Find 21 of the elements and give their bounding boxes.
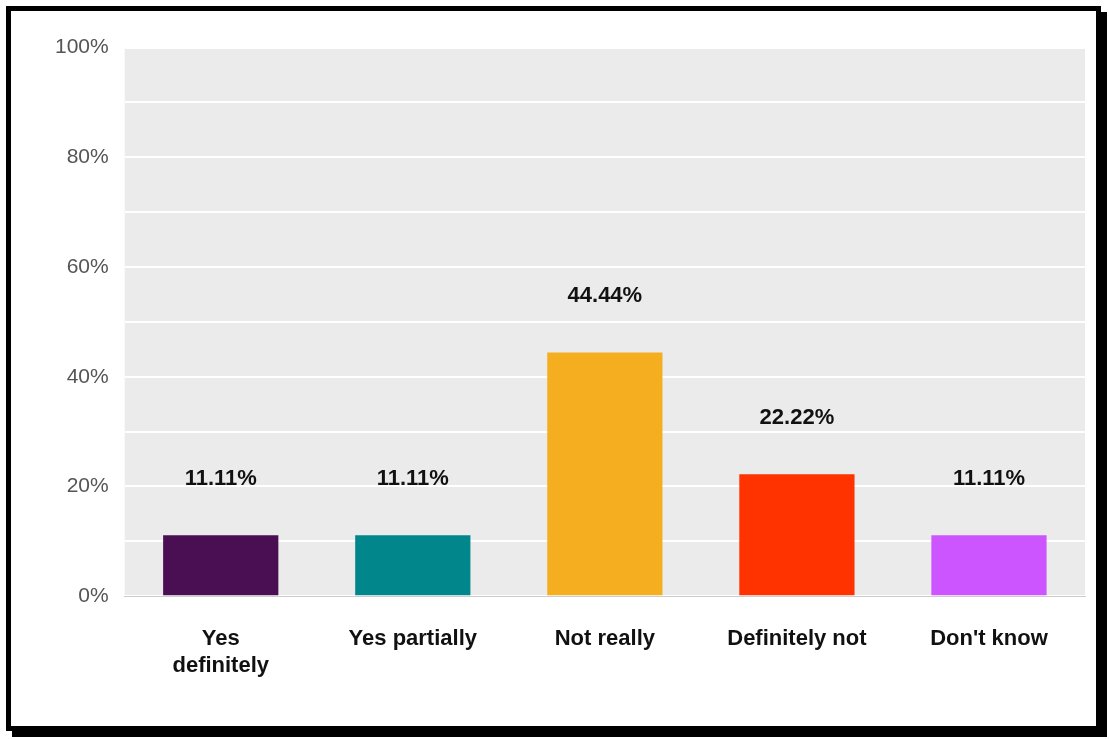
x-tick-label: Don't know bbox=[930, 625, 1049, 651]
bar bbox=[547, 352, 663, 596]
y-tick-label: 0% bbox=[78, 583, 109, 606]
y-tick-label: 20% bbox=[66, 473, 109, 497]
bar bbox=[931, 535, 1047, 596]
data-label: 11.11% bbox=[952, 465, 1026, 491]
data-label: 22.22% bbox=[759, 404, 835, 430]
x-tick-label: Not really bbox=[554, 625, 656, 651]
y-tick-label: 100% bbox=[54, 34, 109, 58]
bar bbox=[739, 474, 855, 596]
x-tick-label: Definitely not bbox=[727, 625, 868, 651]
x-tick-label: Yes definitely bbox=[172, 625, 270, 677]
data-label: 11.11% bbox=[184, 465, 257, 491]
y-tick-label: 60% bbox=[66, 253, 109, 277]
x-tick-label: Yes partially bbox=[348, 625, 478, 651]
bar bbox=[355, 535, 471, 596]
y-tick-label: 80% bbox=[66, 144, 109, 168]
data-label: 44.44% bbox=[567, 282, 643, 308]
data-label: 11.11% bbox=[376, 465, 449, 491]
y-tick-label: 40% bbox=[66, 363, 109, 387]
bar bbox=[163, 535, 279, 596]
